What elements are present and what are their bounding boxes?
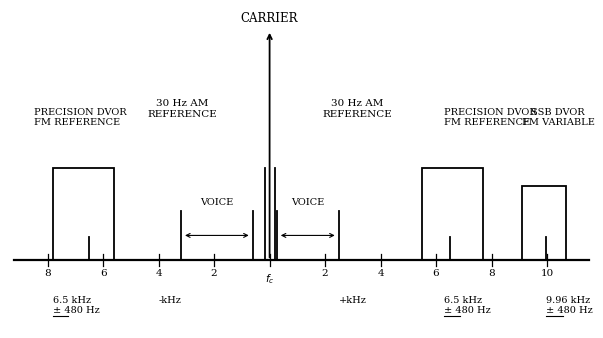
Text: 4: 4 bbox=[156, 269, 162, 278]
Text: CARRIER: CARRIER bbox=[241, 11, 298, 25]
Bar bbox=[422, 168, 483, 260]
Text: 6: 6 bbox=[433, 269, 440, 278]
Text: PRECISION DVOR
FM REFERENCE: PRECISION DVOR FM REFERENCE bbox=[444, 108, 537, 127]
Text: 6.5 kHz
± 480 Hz: 6.5 kHz ± 480 Hz bbox=[444, 296, 491, 315]
Text: +kHz: +kHz bbox=[339, 296, 367, 305]
Text: 4: 4 bbox=[377, 269, 384, 278]
Text: SSB DVOR
FM VARIABLE: SSB DVOR FM VARIABLE bbox=[522, 108, 595, 127]
Text: 9.96 kHz
± 480 Hz: 9.96 kHz ± 480 Hz bbox=[546, 296, 593, 315]
Text: 8: 8 bbox=[488, 269, 495, 278]
Text: 6: 6 bbox=[100, 269, 107, 278]
Text: 2: 2 bbox=[322, 269, 329, 278]
Text: 10: 10 bbox=[540, 269, 554, 278]
Bar bbox=[522, 186, 566, 260]
Text: 30 Hz AM
REFERENCE: 30 Hz AM REFERENCE bbox=[323, 99, 392, 119]
Text: -kHz: -kHz bbox=[159, 296, 182, 305]
Text: VOICE: VOICE bbox=[291, 198, 324, 207]
Bar bbox=[53, 168, 114, 260]
Text: PRECISION DVOR
FM REFERENCE: PRECISION DVOR FM REFERENCE bbox=[34, 108, 127, 127]
Text: 6.5 kHz
± 480 Hz: 6.5 kHz ± 480 Hz bbox=[53, 296, 100, 315]
Text: 8: 8 bbox=[45, 269, 51, 278]
Text: VOICE: VOICE bbox=[200, 198, 233, 207]
Text: 30 Hz AM
REFERENCE: 30 Hz AM REFERENCE bbox=[147, 99, 217, 119]
Text: $f_c$: $f_c$ bbox=[265, 273, 274, 286]
Text: 2: 2 bbox=[211, 269, 218, 278]
